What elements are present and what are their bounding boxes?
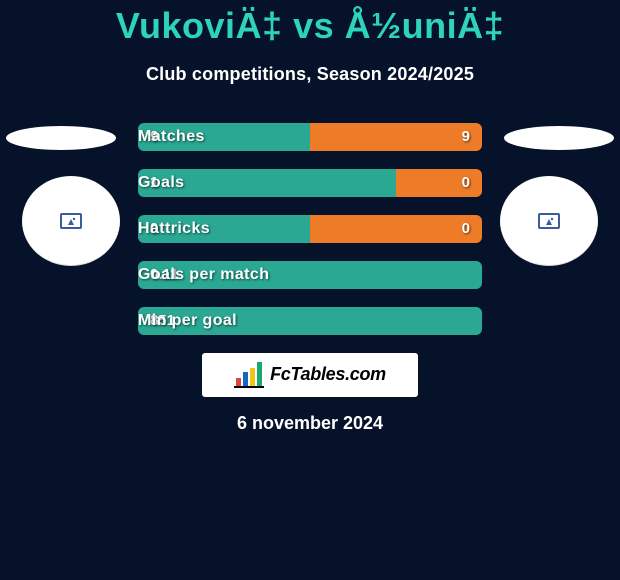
stat-left-value: 1 — [138, 169, 396, 197]
branding-text: FcTables.com — [270, 364, 386, 385]
stat-left-value: 9 — [138, 123, 310, 151]
stat-right-value: 0 — [310, 215, 482, 243]
stat-row: 99Matches — [138, 123, 482, 151]
stat-left-value: 851 — [138, 307, 482, 335]
stat-right-value: 0 — [396, 169, 482, 197]
player-right-club-disc — [500, 176, 598, 266]
player-left-disc-ellipse — [6, 126, 116, 150]
stat-row: 851Min per goal — [138, 307, 482, 335]
stat-left-value: 0 — [138, 215, 310, 243]
player-left-club-disc — [22, 176, 120, 266]
stat-row: 10Goals — [138, 169, 482, 197]
stat-left-value: 0.11 — [138, 261, 482, 289]
stat-right-value: 9 — [310, 123, 482, 151]
snapshot-date: 6 november 2024 — [0, 413, 620, 434]
page-title: VukoviÄ‡ vs Å½uniÄ‡ — [0, 6, 620, 46]
stat-row: 00Hattricks — [138, 215, 482, 243]
club-placeholder-icon — [60, 213, 82, 229]
player-right-disc-ellipse — [504, 126, 614, 150]
branding-panel: FcTables.com — [202, 353, 418, 397]
club-placeholder-icon — [538, 213, 560, 229]
bar-chart-icon — [234, 362, 264, 388]
stats-card: VukoviÄ‡ vs Å½uniÄ‡ Club competitions, S… — [0, 0, 620, 580]
page-subtitle: Club competitions, Season 2024/2025 — [0, 64, 620, 85]
stat-row: 0.11Goals per match — [138, 261, 482, 289]
